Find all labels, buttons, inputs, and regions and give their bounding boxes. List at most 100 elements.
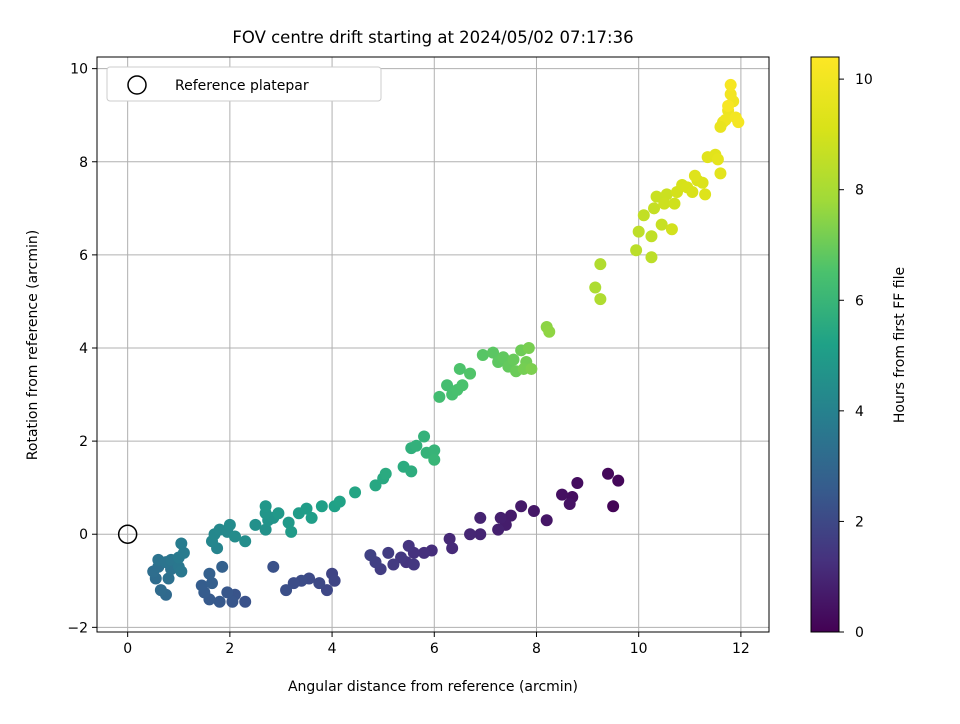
data-point [402, 539, 415, 552]
data-point [492, 523, 505, 536]
chart-title: FOV centre drift starting at 2024/05/02 … [232, 28, 633, 47]
data-point [395, 551, 408, 564]
data-point [594, 293, 607, 306]
data-point [387, 558, 400, 571]
data-point [379, 467, 392, 480]
data-point [632, 225, 645, 238]
data-point [464, 528, 477, 541]
legend-marker [127, 75, 147, 95]
data-point [571, 477, 584, 490]
data-point [612, 474, 625, 487]
colorbar [810, 56, 840, 633]
data-point [724, 88, 737, 101]
data-point [515, 500, 528, 513]
data-point [650, 190, 663, 203]
data-point [714, 120, 727, 133]
data-point [223, 518, 236, 531]
data-point [382, 546, 395, 559]
data-point [686, 186, 699, 199]
data-point [239, 535, 252, 548]
data-point [313, 577, 326, 590]
y-axis-label: Rotation from reference (arcmin) [25, 230, 41, 460]
data-point [527, 504, 540, 517]
y-tick-label: 6 [79, 248, 88, 264]
x-axis-label: Angular distance from reference (arcmin) [288, 679, 578, 695]
data-point [696, 176, 709, 189]
data-point [446, 542, 459, 555]
data-point [722, 99, 735, 112]
data-point [711, 153, 724, 166]
data-point [556, 488, 569, 501]
y-tick-label: −2 [67, 620, 88, 636]
data-point [655, 218, 668, 231]
data-point [364, 549, 377, 562]
data-point [349, 486, 362, 499]
data-point [154, 584, 167, 597]
data-point [453, 362, 466, 375]
data-point [645, 230, 658, 243]
data-point [177, 546, 190, 559]
colorbar-tick-label: 2 [855, 514, 864, 530]
colorbar-tick-label: 6 [855, 293, 864, 309]
y-tick-label: 2 [79, 434, 88, 450]
data-point [563, 497, 576, 510]
y-tick-label: 0 [79, 527, 88, 543]
data-point [602, 467, 615, 480]
data-point [441, 379, 454, 392]
data-point [714, 167, 727, 180]
data-point [205, 577, 218, 590]
data-point [732, 116, 745, 129]
data-point [487, 346, 500, 359]
legend-label: Reference platepar [175, 78, 309, 94]
data-point [474, 528, 487, 541]
data-point [433, 390, 446, 403]
data-point [203, 567, 216, 580]
data-point [443, 532, 456, 545]
data-point [249, 518, 262, 531]
data-point [658, 197, 671, 210]
x-tick-label: 10 [630, 641, 648, 657]
data-point [418, 430, 431, 443]
colorbar-tick-label: 0 [855, 625, 864, 641]
y-tick-label: 8 [79, 155, 88, 171]
data-point [504, 509, 517, 522]
reference-point [117, 524, 138, 544]
legend: Reference platepar [106, 66, 382, 102]
data-point [410, 439, 423, 452]
data-points [147, 78, 745, 608]
data-point [369, 479, 382, 492]
data-point [525, 362, 538, 375]
x-tick-label: 6 [430, 641, 439, 657]
data-point [175, 565, 188, 578]
colorbar-ticks: 0 2 4 6 8 10 [839, 72, 873, 641]
data-point [226, 595, 239, 608]
data-point [507, 353, 520, 366]
data-point [228, 530, 241, 543]
x-tick-label: 4 [328, 641, 337, 657]
data-point [213, 595, 226, 608]
data-point [428, 453, 441, 466]
data-point [259, 523, 272, 536]
data-point [594, 258, 607, 271]
data-point [328, 574, 341, 587]
data-point [175, 537, 188, 550]
data-point [668, 197, 681, 210]
data-point [699, 188, 712, 201]
y-tick-label: 4 [79, 341, 88, 357]
data-point [630, 244, 643, 257]
data-point [648, 202, 661, 215]
grid-lines [97, 57, 769, 632]
data-point [688, 169, 701, 182]
x-tick-label: 2 [225, 641, 234, 657]
data-point [259, 500, 272, 513]
legend-box [106, 66, 382, 102]
data-point [320, 584, 333, 597]
data-point [162, 572, 175, 585]
y-tick-label: 10 [70, 62, 88, 78]
data-point [280, 584, 293, 597]
data-point [285, 525, 298, 538]
data-point [540, 514, 553, 527]
data-point [428, 444, 441, 457]
data-point [543, 325, 556, 338]
